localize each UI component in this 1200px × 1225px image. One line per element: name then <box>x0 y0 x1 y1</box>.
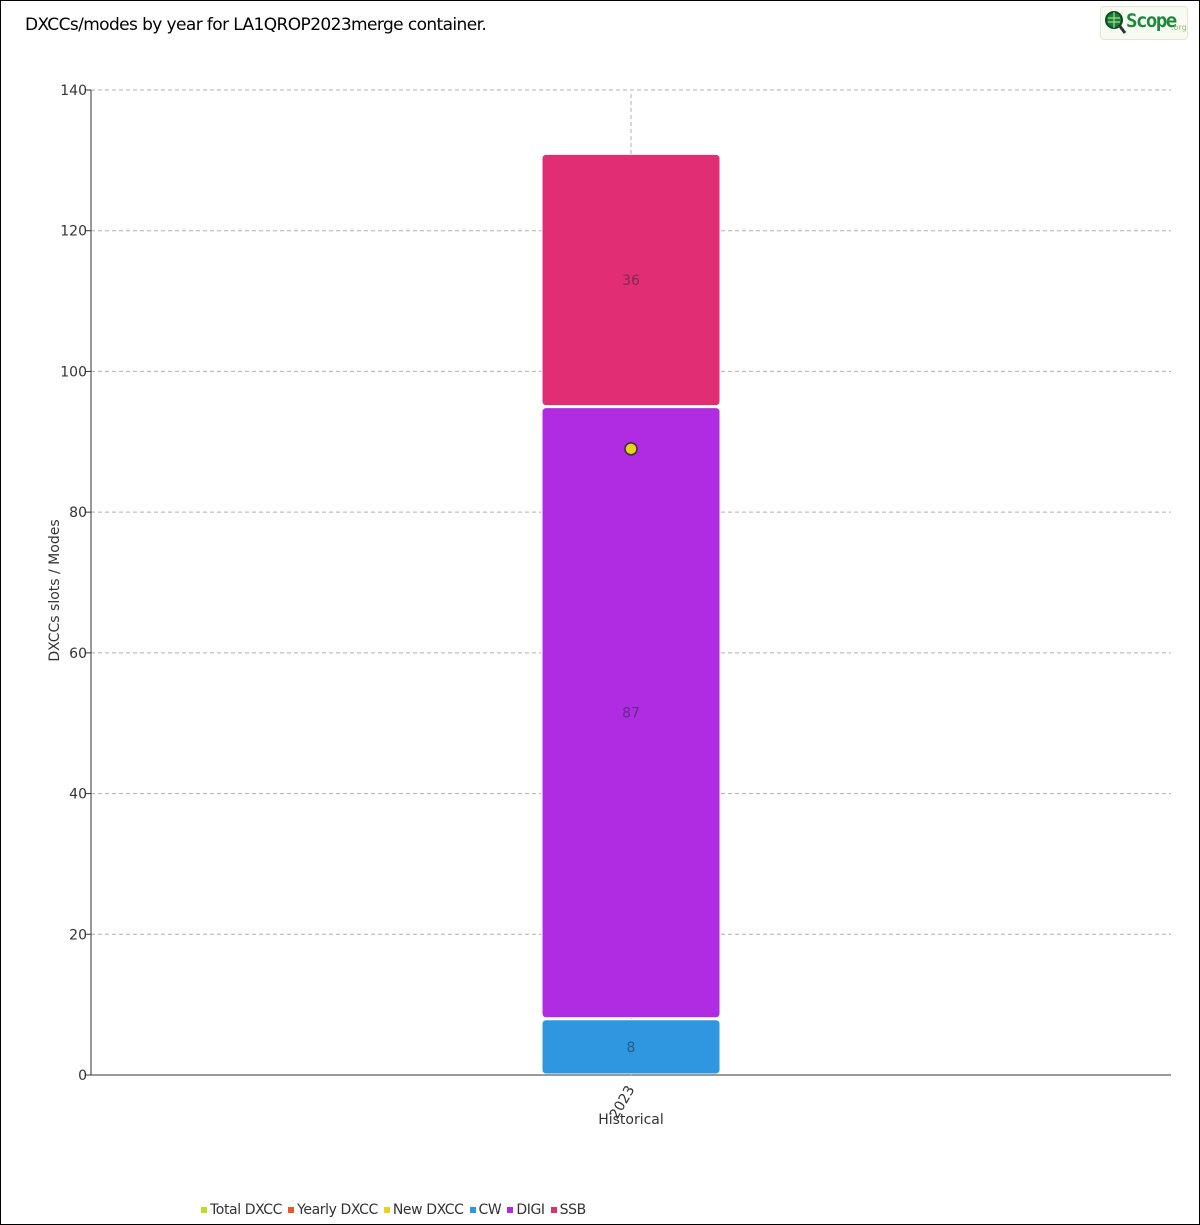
y-tick-label: 0 <box>78 1068 87 1084</box>
chart-title: DXCCs/modes by year for LA1QROP2023merge… <box>25 15 487 35</box>
legend-swatch <box>201 1207 207 1213</box>
y-tick-label: 120 <box>60 224 87 240</box>
logo-text: Scope <box>1126 10 1177 32</box>
y-tick-label: 20 <box>69 927 87 943</box>
legend-swatch <box>507 1207 514 1213</box>
y-tick-label: 80 <box>69 505 87 521</box>
legend-swatch <box>288 1207 295 1213</box>
bar-digi[interactable] <box>541 407 721 1019</box>
legend-item-cw[interactable]: CW <box>469 1202 502 1218</box>
bar-cw[interactable] <box>541 1019 721 1075</box>
bar-value-label: 8 <box>627 1040 636 1056</box>
y-tick-label: 60 <box>69 646 87 662</box>
legend-swatch <box>469 1207 476 1213</box>
legend-item-total-dxcc[interactable]: Total DXCC <box>201 1202 282 1218</box>
legend-item-yearly-dxcc[interactable]: Yearly DXCC <box>288 1202 378 1218</box>
globe-magnifier-icon <box>1105 11 1127 34</box>
legend-label: New DXCC <box>392 1202 464 1218</box>
y-axis-label: DXCCs slots / Modes <box>47 519 63 661</box>
legend-label: Yearly DXCC <box>297 1202 378 1218</box>
legend-item-ssb[interactable]: SSB <box>550 1202 587 1218</box>
legend-label: Total DXCC <box>210 1202 283 1218</box>
bar-value-label: 87 <box>622 706 640 722</box>
point-new-dxcc[interactable] <box>624 442 638 456</box>
legend-swatch <box>383 1207 390 1213</box>
legend-label: SSB <box>559 1202 587 1218</box>
chart-legend: Total DXCC Yearly DXCC New DXCC CW DIGI SSB <box>201 1200 592 1220</box>
qscope-logo[interactable]: Scope .org <box>1100 6 1188 40</box>
legend-label: CW <box>478 1202 502 1218</box>
bar-value-label: 36 <box>622 273 640 289</box>
bar-ssb[interactable] <box>541 153 721 407</box>
y-tick-label: 40 <box>69 787 87 803</box>
legend-label: DIGI <box>516 1202 545 1218</box>
y-tick-label: 140 <box>60 83 87 99</box>
legend-item-new-dxcc[interactable]: New DXCC <box>383 1202 464 1218</box>
legend-swatch <box>550 1207 557 1213</box>
logo-subtext: .org <box>1171 23 1187 32</box>
legend-item-digi[interactable]: DIGI <box>507 1202 545 1218</box>
x-axis-label: Historical <box>598 1112 664 1128</box>
y-tick-label: 100 <box>60 364 87 380</box>
